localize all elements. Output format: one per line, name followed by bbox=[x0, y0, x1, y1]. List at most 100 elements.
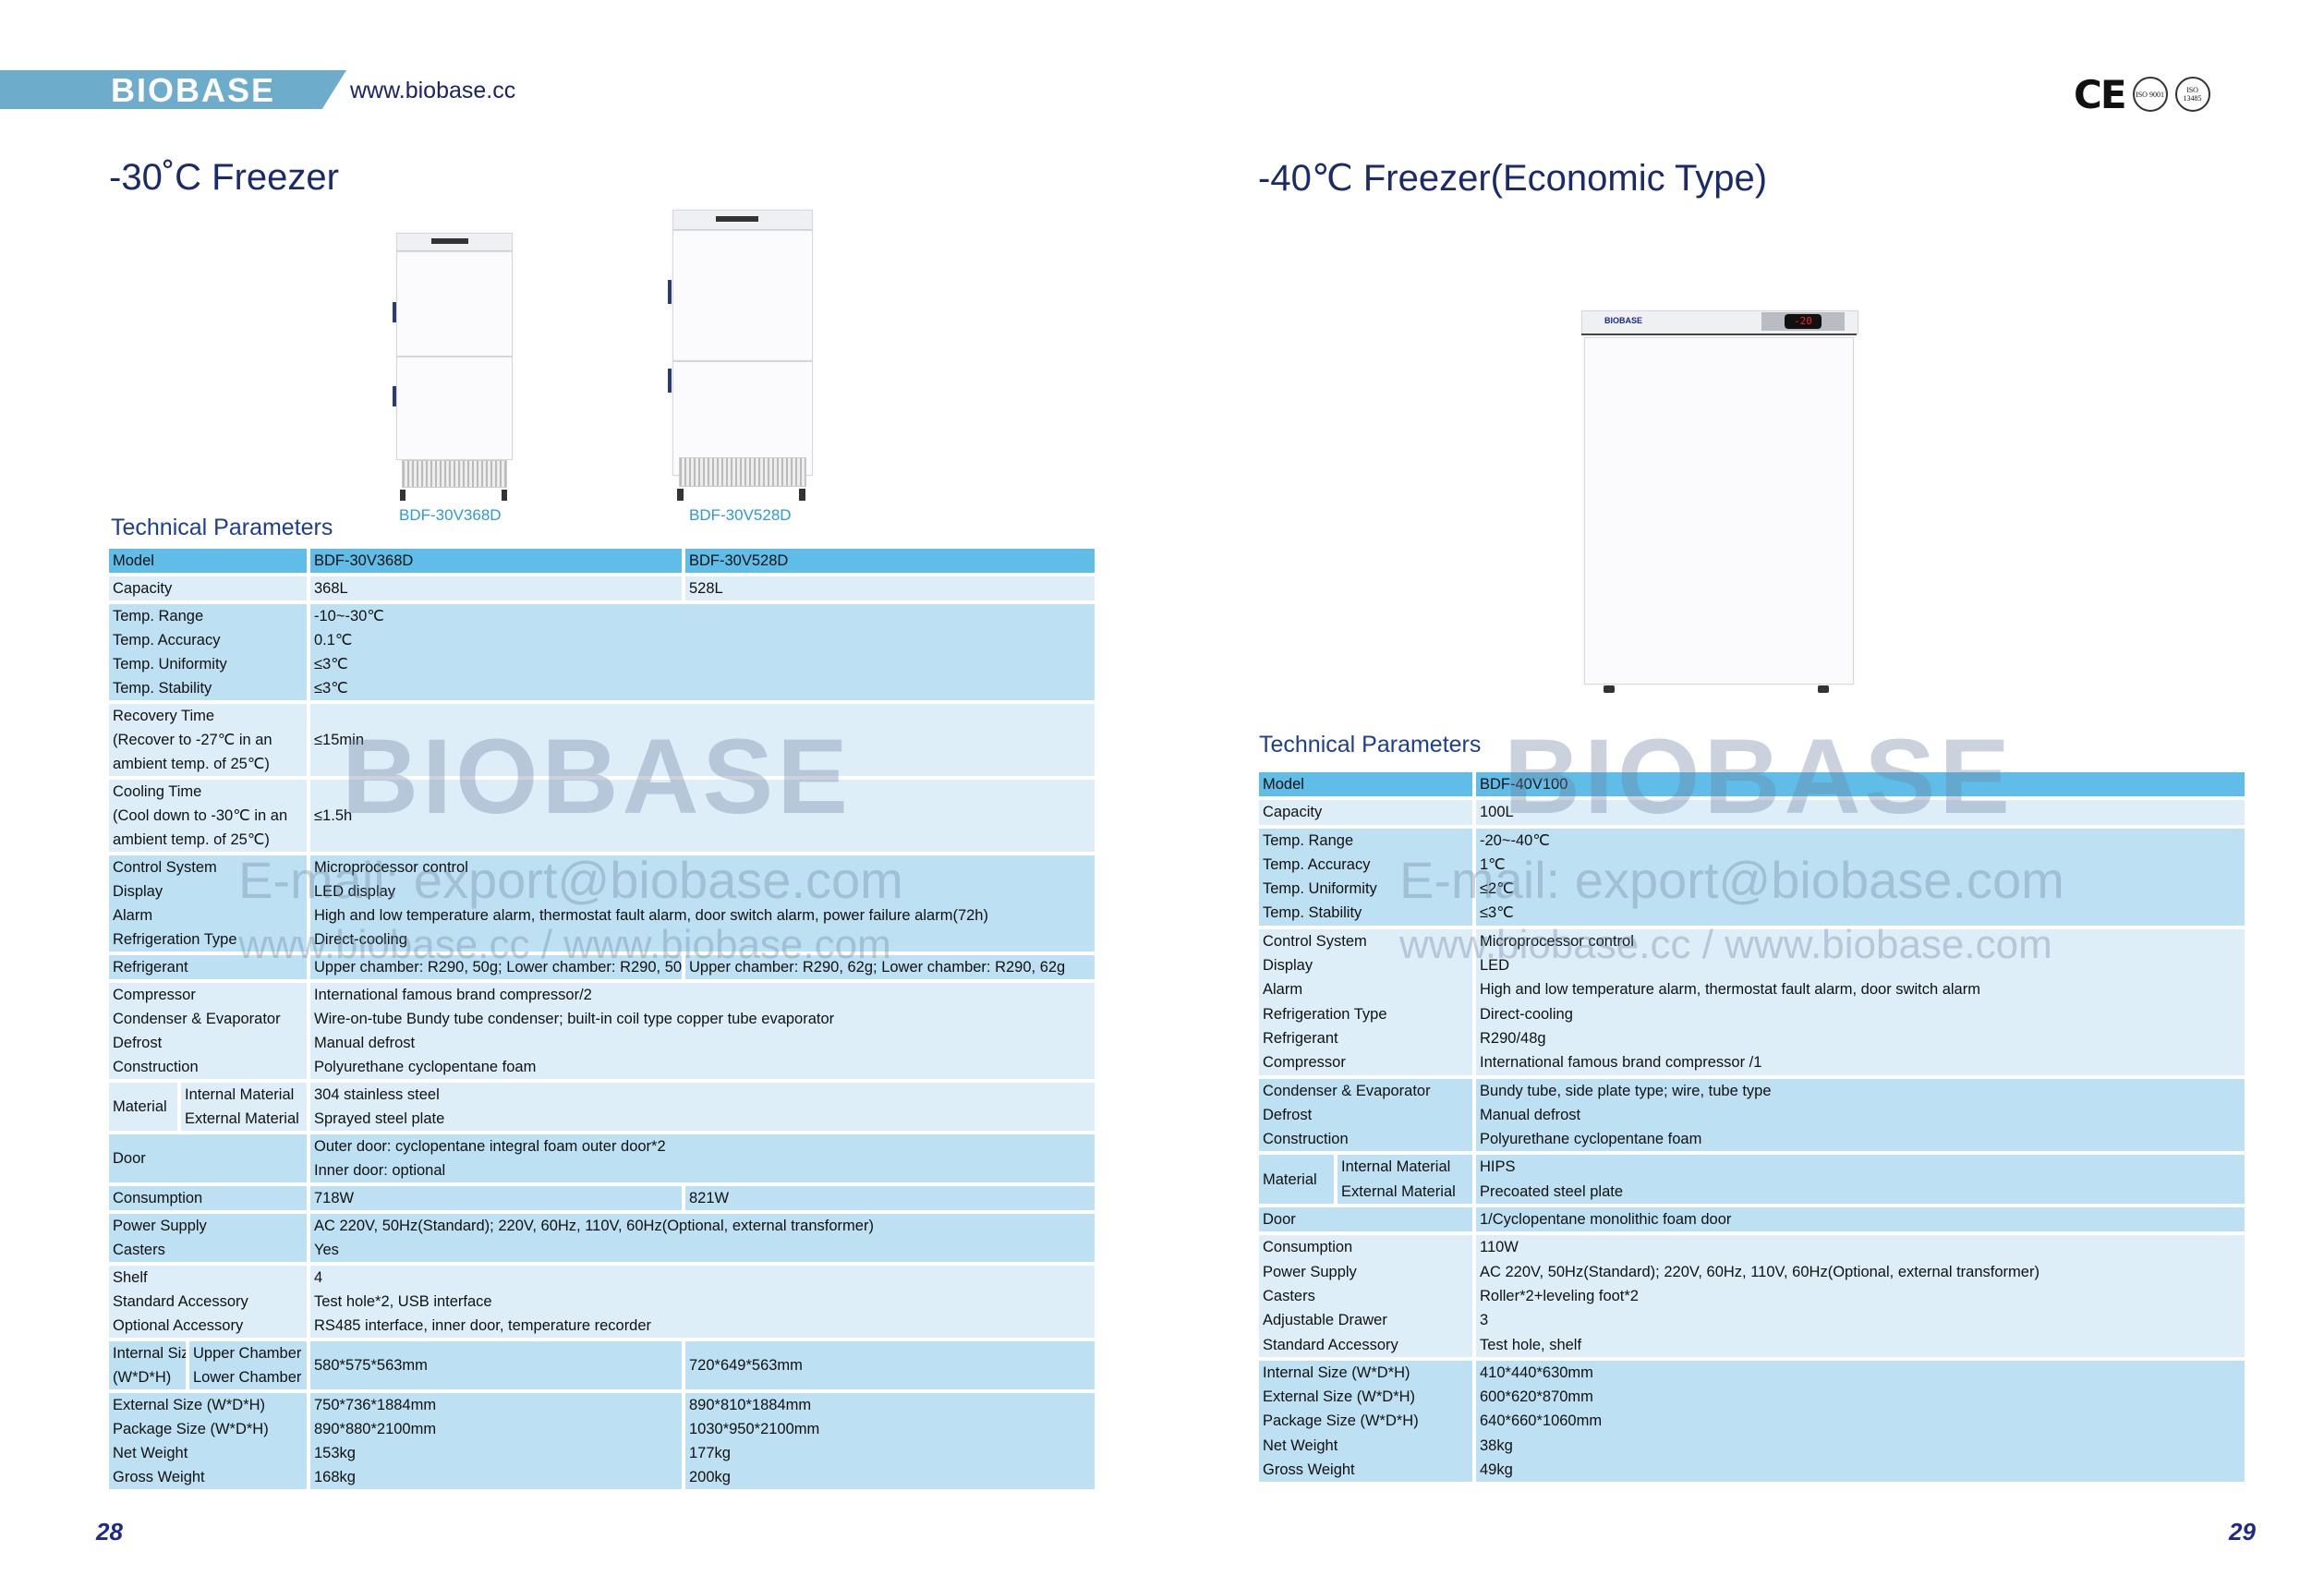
row-label-main: Material bbox=[109, 1083, 181, 1131]
row-value: Manual defrost bbox=[310, 1031, 1095, 1055]
cell-text: Gross Weight bbox=[113, 1469, 205, 1485]
row-value: Yes bbox=[310, 1238, 1095, 1262]
row-value: LED display bbox=[310, 879, 1095, 903]
cell-text: Refrigerant bbox=[113, 959, 188, 976]
cell-text: Package Size (W*D*H) bbox=[1263, 1412, 1419, 1430]
table-row-group: Compressor International famous brand com… bbox=[109, 983, 1095, 1079]
cell-text: Upper chamber: R290, 62g; Lower chamber:… bbox=[689, 959, 1066, 976]
row-label: Defrost bbox=[1259, 1102, 1476, 1128]
table-row-group: Cooling Time (Cool down to -30℃ in an ambi… bbox=[109, 780, 1095, 852]
table-row: Temp. Accuracy 0.1℃ bbox=[109, 628, 1095, 652]
row-label: Casters bbox=[1259, 1283, 1476, 1309]
row-label: Door bbox=[1259, 1207, 1476, 1232]
table-row: Material Internal Material External Materi… bbox=[1259, 1155, 2245, 1205]
table-row: Construction Polyurethane cyclopentane fo… bbox=[1259, 1127, 2245, 1152]
table-row: Power Supply AC 220V, 50Hz(Standard); 220… bbox=[109, 1214, 1095, 1238]
fridge-logo: BIOBASE bbox=[1604, 316, 1643, 325]
table-row: Consumption 110W bbox=[1259, 1235, 2245, 1260]
row-label: Compressor bbox=[109, 983, 310, 1007]
cell-text: Inner door: optional bbox=[314, 1162, 446, 1179]
page-number-left: 28 bbox=[96, 1518, 123, 1546]
row-label: Capacity bbox=[1259, 800, 1476, 825]
cell-text: Temp. Range bbox=[1263, 831, 1354, 849]
cell-text: 890*810*1884mm bbox=[689, 1397, 812, 1413]
table-row: Package Size (W*D*H) 890*880*2100mm 1030*9… bbox=[109, 1417, 1095, 1441]
cell-text: 600*620*870mm bbox=[1480, 1388, 1593, 1406]
cell-text: Bundy tube, side plate type; wire, tube … bbox=[1480, 1082, 1772, 1099]
row-value: ≤3℃ bbox=[310, 652, 1095, 676]
cell-text: Defrost bbox=[113, 1035, 163, 1051]
row-value: 718W bbox=[310, 1186, 685, 1210]
row-value: LED bbox=[1476, 953, 2245, 977]
table-row: Gross Weight 49kg bbox=[1259, 1458, 2245, 1483]
cell-text: Power Supply bbox=[113, 1218, 207, 1234]
cell-text: 3 bbox=[1480, 1312, 1489, 1329]
cell-text: ambient temp. of 25℃) bbox=[113, 756, 270, 772]
row-value: BDF-30V368D bbox=[310, 549, 685, 573]
brand-logo: BIOBASE bbox=[111, 71, 276, 109]
cell-text: 890*880*2100mm bbox=[314, 1421, 437, 1437]
website-link[interactable]: www.biobase.cc bbox=[350, 78, 516, 103]
cell-text: Construction bbox=[113, 1059, 199, 1075]
cell-text: Model bbox=[113, 552, 154, 569]
cell-text: Microprocessor control bbox=[314, 859, 468, 876]
row-label: Temp. Range bbox=[109, 604, 310, 628]
table-row-group: Recovery Time (Recover to -27℃ in an ambie… bbox=[109, 704, 1095, 776]
cell-text: (Recover to -27℃ in an bbox=[113, 732, 272, 748]
cell-text: 4 bbox=[314, 1269, 323, 1286]
cell-text: 1℃ bbox=[1480, 855, 1506, 873]
table-row: Model BDF-30V368D BDF-30V528D bbox=[109, 549, 1095, 573]
row-value: Outer door: cyclopentane integral foam o… bbox=[310, 1134, 1095, 1182]
product-label: BDF-30V528D bbox=[689, 506, 792, 524]
cell-text: Cooling Time bbox=[113, 783, 202, 800]
cell-text: Casters bbox=[1263, 1287, 1315, 1304]
cell-text: ambient temp. of 25℃) bbox=[113, 831, 270, 848]
cell-text: Standard Accessory bbox=[1263, 1336, 1398, 1353]
row-label: Construction bbox=[1259, 1127, 1476, 1152]
row-label: Gross Weight bbox=[1259, 1458, 1476, 1483]
cell-text: Construction bbox=[1263, 1131, 1349, 1148]
table-row-group: Refrigerant Upper chamber: R290, 50g; Low… bbox=[109, 955, 1095, 979]
row-label: Package Size (W*D*H) bbox=[1259, 1409, 1476, 1434]
cell-text: 1030*950*2100mm bbox=[689, 1421, 820, 1437]
row-value: 640*660*1060mm bbox=[1476, 1409, 2245, 1433]
cell-text: Temp. Accuracy bbox=[113, 632, 221, 649]
cell-text: Shelf bbox=[113, 1269, 148, 1286]
cell-text: Capacity bbox=[1263, 804, 1323, 821]
cell-text: Internal Material bbox=[185, 1086, 295, 1103]
table-row: Capacity 368L 528L bbox=[109, 576, 1095, 600]
row-label: Power Supply bbox=[1259, 1259, 1476, 1284]
row-value: 600*620*870mm bbox=[1476, 1385, 2245, 1409]
table-row: Door 1/Cyclopentane monolithic foam door bbox=[1259, 1207, 2245, 1232]
row-value: -20~-40℃ bbox=[1476, 829, 2245, 853]
cell-text: 821W bbox=[689, 1190, 730, 1206]
table-row: Capacity 100L bbox=[1259, 800, 2245, 825]
row-label: Material Internal Material External Materi… bbox=[1259, 1155, 1476, 1205]
row-value: BDF-40V100 bbox=[1476, 772, 2245, 796]
row-label: Defrost bbox=[109, 1031, 310, 1055]
product-label: BDF-30V368D bbox=[399, 506, 502, 524]
row-value: International famous brand compressor /1 bbox=[1476, 1050, 2245, 1074]
table-row: Refrigerant R290/48g bbox=[1259, 1025, 2245, 1051]
cell-text: ≤2℃ bbox=[1480, 880, 1514, 898]
table-row-group: Consumption 718W 821W bbox=[109, 1186, 1095, 1210]
row-label: Consumption bbox=[109, 1186, 310, 1210]
row-label: Standard Accessory bbox=[1259, 1332, 1476, 1357]
cell-text: Refrigeration Type bbox=[1263, 1005, 1387, 1023]
row-label: Condenser & Evaporator bbox=[109, 1007, 310, 1031]
row-value: International famous brand compressor/2 bbox=[310, 983, 1095, 1007]
row-value: 0.1℃ bbox=[310, 628, 1095, 652]
cell-text: 410*440*630mm bbox=[1480, 1364, 1593, 1381]
table-row: Defrost Manual defrost bbox=[109, 1031, 1095, 1055]
spec-table-right: Model BDF-40V100 Capacity 100L Temp. Range -2… bbox=[1259, 772, 2245, 1485]
row-value: 821W bbox=[685, 1186, 1095, 1210]
cell-text: Polyurethane cyclopentane foam bbox=[314, 1059, 537, 1075]
iso-13485-seal-icon: ISO 13485 bbox=[2174, 77, 2210, 112]
table-row: Shelf 4 bbox=[109, 1266, 1095, 1290]
row-label: Cooling Time (Cool down to -30℃ in an ambi… bbox=[109, 780, 310, 852]
cell-text: 580*575*563mm bbox=[314, 1357, 428, 1374]
table-row-group: Capacity 368L 528L bbox=[109, 576, 1095, 600]
cell-text: Gross Weight bbox=[1263, 1461, 1355, 1479]
row-value: BDF-30V528D bbox=[685, 549, 1095, 573]
cell-text: Condenser & Evaporator bbox=[113, 1011, 281, 1027]
